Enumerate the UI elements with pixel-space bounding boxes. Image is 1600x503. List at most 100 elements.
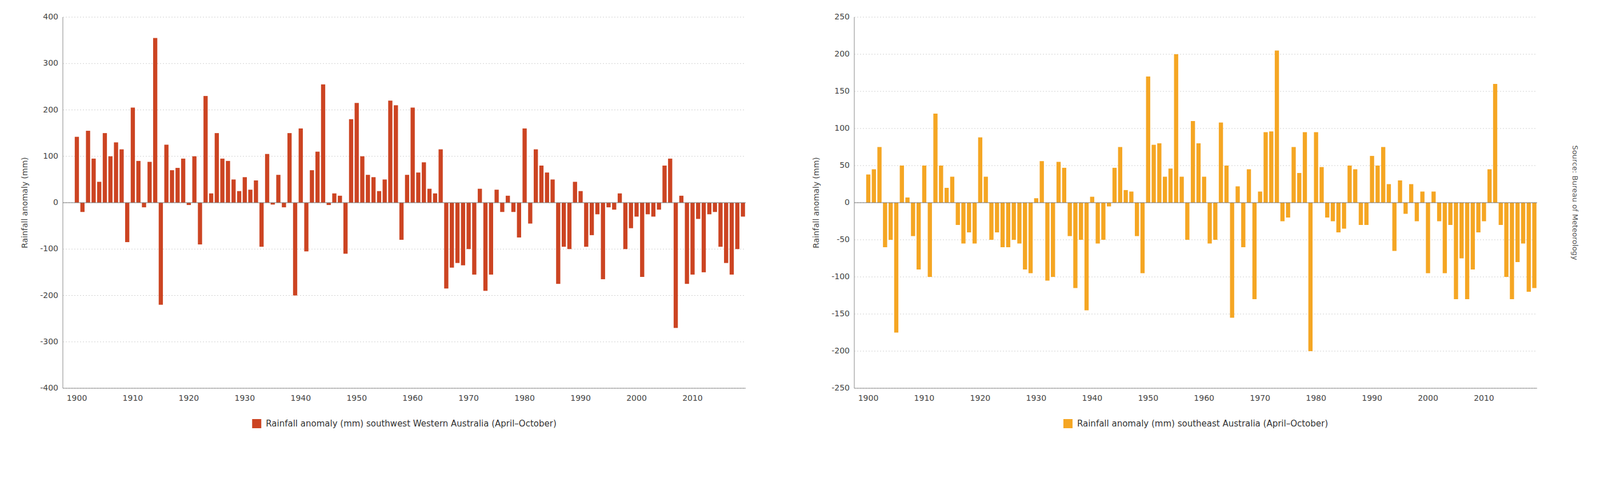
bar: [1084, 202, 1089, 311]
bar: [1246, 169, 1251, 204]
bar: [108, 156, 113, 203]
bar: [321, 84, 326, 203]
y-tick-label: -100: [40, 244, 59, 254]
x-axis-line: [854, 388, 1538, 390]
bar: [550, 179, 555, 203]
bar: [449, 202, 454, 268]
x-tick-label: 1990: [1361, 393, 1383, 403]
bar: [113, 142, 118, 203]
bar: [1274, 50, 1279, 204]
x-tick-label: 1920: [178, 393, 200, 403]
panel: -250-200-150-100-50050100150200250190019…: [811, 12, 1538, 430]
bar: [231, 179, 236, 203]
x-tick-label: 1960: [1193, 393, 1215, 403]
bar: [1229, 202, 1234, 319]
x-tick-label: 1970: [458, 393, 479, 403]
bar: [1118, 147, 1123, 204]
bar: [1095, 202, 1100, 244]
bar: [1481, 202, 1486, 222]
source-note: Source: Bureau of Meteorology: [1570, 145, 1580, 260]
legend: Rainfall anomaly (mm) southwest Western …: [252, 418, 557, 430]
bar: [1397, 180, 1402, 203]
bar: [1487, 169, 1492, 204]
bar: [1291, 147, 1296, 204]
bar: [1453, 202, 1458, 300]
bar: [612, 202, 616, 210]
bar: [539, 165, 544, 203]
x-tick-label: 1960: [402, 393, 423, 403]
y-tick-label: -150: [831, 309, 850, 319]
bar: [606, 202, 611, 208]
bar: [729, 202, 734, 275]
bar: [158, 202, 163, 306]
bar: [561, 202, 566, 247]
bar: [522, 128, 527, 203]
bar: [1106, 202, 1111, 207]
bar: [1336, 202, 1341, 233]
bar: [905, 197, 910, 203]
bar: [1504, 202, 1508, 278]
y-axis-label: Rainfall anomaly (mm): [20, 157, 30, 249]
bar: [679, 196, 684, 203]
grid-line: [854, 388, 1538, 390]
bar: [601, 202, 606, 280]
grid-line: [62, 202, 746, 204]
bar: [1297, 173, 1302, 203]
x-tick-label: 2010: [1473, 393, 1495, 403]
x-tick-label: 1920: [970, 393, 991, 403]
bar: [1123, 190, 1128, 203]
bar: [237, 191, 242, 203]
bar: [578, 191, 583, 203]
bar: [882, 202, 887, 248]
bar: [696, 202, 700, 219]
bar: [186, 202, 191, 206]
bar: [220, 158, 224, 203]
bar: [349, 119, 354, 203]
bar: [1000, 202, 1005, 248]
bar: [203, 96, 208, 203]
legend-swatch: [1063, 419, 1073, 429]
bar: [640, 202, 644, 278]
bar: [1459, 202, 1464, 259]
bar: [900, 165, 904, 203]
y-tick-label: -200: [40, 290, 59, 300]
bar: [505, 196, 510, 203]
bar: [1375, 165, 1380, 203]
bar: [1403, 202, 1408, 215]
bar: [1341, 202, 1346, 230]
bar: [994, 202, 999, 233]
bar: [214, 133, 219, 203]
x-axis-line: [62, 388, 746, 390]
bar: [1022, 202, 1027, 270]
bar: [657, 202, 662, 210]
bar: [673, 202, 678, 328]
bar: [259, 202, 264, 247]
x-tick-label: 1980: [1305, 393, 1327, 403]
bar: [197, 202, 202, 245]
x-tick-label: 1990: [570, 393, 591, 403]
y-axis-line: [854, 17, 855, 389]
bar: [365, 174, 370, 203]
bar: [265, 154, 270, 203]
bar: [1045, 202, 1050, 282]
bar: [944, 188, 949, 203]
bar: [1218, 122, 1223, 203]
grid-line: [62, 388, 746, 390]
grid-line: [62, 341, 746, 343]
bars: [866, 50, 1537, 352]
bar: [1386, 184, 1391, 204]
bar: [164, 144, 169, 203]
bar: [617, 193, 622, 203]
bar: [1252, 202, 1257, 300]
x-tick-label: 1930: [234, 393, 256, 403]
bar: [1325, 202, 1330, 218]
bar: [494, 189, 499, 203]
bar: [1420, 192, 1425, 204]
bar: [1241, 202, 1246, 248]
bar: [740, 202, 745, 217]
bar: [455, 202, 460, 264]
legend-label: Rainfall anomaly (mm) southwest Western …: [265, 418, 557, 430]
bar: [80, 202, 85, 212]
bar: [281, 202, 286, 208]
grid-line: [62, 63, 746, 64]
